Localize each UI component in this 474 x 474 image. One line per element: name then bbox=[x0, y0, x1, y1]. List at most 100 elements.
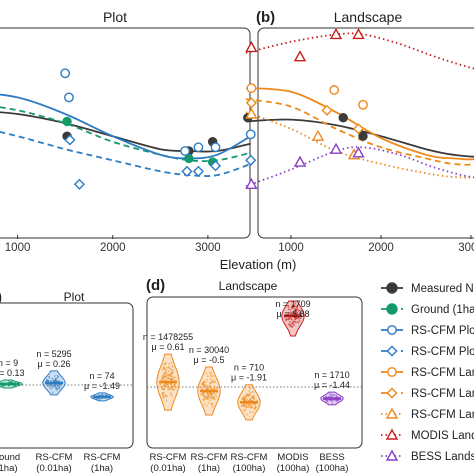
point-modis-1 bbox=[293, 50, 307, 62]
fit-line-rs_plot_solid bbox=[0, 93, 252, 160]
legend-label: RS-CFM Plo bbox=[411, 346, 474, 358]
sample-dot bbox=[255, 399, 258, 402]
x-tick-label-2000: 2000 bbox=[368, 242, 394, 254]
mu-label-rs_plot_solid: μ = 0.26 bbox=[38, 359, 71, 369]
n-label-rs_land_dashed: n = 30040 bbox=[189, 345, 229, 355]
point-rs_land_dashed-2 bbox=[352, 123, 365, 135]
point-rs_plot_dashed-3 bbox=[181, 165, 193, 177]
n-label-bess: n = 1710 bbox=[314, 370, 349, 380]
point-rs_land_solid-1 bbox=[329, 85, 340, 95]
legend-item-rs_plot_solid: RS-CFM Plo bbox=[381, 325, 474, 337]
group-sublabel-rs_land_dashed: (1ha) bbox=[198, 463, 220, 474]
sample-dot bbox=[211, 397, 213, 400]
sample-dot bbox=[297, 321, 300, 324]
legend-marker bbox=[387, 325, 397, 335]
sample-dot bbox=[287, 304, 290, 307]
sample-dot bbox=[253, 407, 256, 410]
legend-label: RS-CFM Lan bbox=[411, 388, 474, 400]
sample-dot bbox=[171, 395, 174, 397]
mu-label-bess: μ = -1.44 bbox=[314, 380, 350, 390]
sample-dot bbox=[213, 385, 216, 388]
n-label-rs_land_dotted: n = 710 bbox=[234, 363, 264, 373]
panel-b-title: Landscape bbox=[334, 9, 403, 25]
sample-dot bbox=[332, 394, 334, 396]
sample-dot bbox=[160, 386, 163, 388]
sample-dot bbox=[164, 368, 166, 370]
panel-b-landscape-scatter: (b) Landscape 1000 2000 3000 bbox=[243, 9, 474, 254]
group-label-bess: BESS bbox=[319, 452, 344, 463]
violin-modis bbox=[281, 300, 305, 337]
sample-dot bbox=[171, 388, 174, 390]
legend: Measured NF Ground (1ha RS-CFM Plo RS-CFM P… bbox=[381, 282, 474, 463]
sample-dot bbox=[287, 318, 290, 321]
point-rs_land_dotted-1 bbox=[311, 129, 325, 141]
sample-dot bbox=[211, 379, 214, 382]
samples-rs_land_solid bbox=[159, 362, 177, 402]
sample-dot bbox=[208, 385, 211, 388]
sample-dot bbox=[163, 372, 166, 375]
legend-marker bbox=[386, 282, 398, 294]
sample-dot bbox=[285, 319, 288, 322]
sample-dot bbox=[209, 388, 212, 390]
sample-dot bbox=[168, 370, 170, 373]
group-sublabel-rs_plot_dashed: (1ha) bbox=[91, 463, 113, 474]
group-sublabel-rs_land_solid: (0.01ha) bbox=[150, 463, 185, 474]
panel-b-marks bbox=[243, 28, 474, 190]
sample-dot bbox=[293, 324, 295, 327]
sample-dot bbox=[203, 398, 206, 401]
n-label-rs_land_solid: n = 1478255 bbox=[143, 332, 193, 342]
sample-dot bbox=[165, 399, 168, 402]
sample-dot bbox=[208, 383, 211, 385]
sample-dot bbox=[168, 374, 170, 377]
panel-a-marks bbox=[0, 68, 257, 190]
sample-dot bbox=[204, 396, 207, 399]
group-sublabel-bess: (100ha) bbox=[316, 463, 349, 474]
sample-dot bbox=[170, 378, 173, 381]
point-modis-3 bbox=[352, 28, 365, 40]
sample-dot bbox=[58, 385, 61, 387]
sample-dot bbox=[291, 325, 293, 328]
sample-dot bbox=[165, 379, 168, 382]
sample-dot bbox=[164, 362, 167, 365]
sample-dot bbox=[48, 376, 51, 379]
legend-item-rs_plot_dashed: RS-CFM Plo bbox=[381, 345, 474, 358]
sample-dot bbox=[209, 378, 212, 381]
legend-label: Ground (1ha bbox=[411, 304, 474, 316]
sample-dot bbox=[166, 373, 169, 376]
sample-dot bbox=[296, 306, 299, 309]
sample-dot bbox=[296, 308, 299, 311]
sample-dot bbox=[200, 388, 203, 390]
sample-dot bbox=[298, 309, 301, 312]
sample-dot bbox=[174, 386, 177, 389]
group-label-rs_land_dashed: RS-CFM bbox=[191, 452, 228, 463]
panel-d-title: Landscape bbox=[219, 279, 278, 293]
point-modis-0 bbox=[245, 40, 258, 53]
x-tick-label-3000: 3000 bbox=[458, 242, 474, 254]
sample-dot bbox=[162, 384, 165, 387]
group-sublabel-rs_plot_solid: (0.01ha) bbox=[36, 463, 71, 474]
sample-dot bbox=[174, 383, 176, 386]
legend-item-bess: BESS Lands bbox=[381, 449, 474, 463]
sample-dot bbox=[248, 403, 250, 406]
sample-dot bbox=[202, 383, 205, 386]
sample-dot bbox=[293, 318, 296, 321]
sample-dot bbox=[56, 389, 58, 391]
sample-dot bbox=[164, 385, 167, 388]
sample-dot bbox=[207, 387, 209, 390]
sample-dot bbox=[289, 308, 292, 311]
point-rs_land_solid-0 bbox=[246, 83, 257, 94]
legend-marker bbox=[385, 449, 399, 461]
sample-dot bbox=[249, 410, 252, 413]
sample-dot bbox=[242, 405, 245, 407]
sample-dot bbox=[204, 386, 207, 389]
legend-label: RS-CFM Lan bbox=[411, 367, 474, 379]
sample-dot bbox=[251, 404, 253, 406]
n-label-rs_plot_solid: n = 5295 bbox=[36, 349, 71, 359]
sample-dot bbox=[210, 403, 213, 406]
fit-line-rs_land_solid bbox=[245, 87, 474, 161]
sample-dot bbox=[294, 302, 297, 304]
sample-dot bbox=[171, 369, 174, 372]
